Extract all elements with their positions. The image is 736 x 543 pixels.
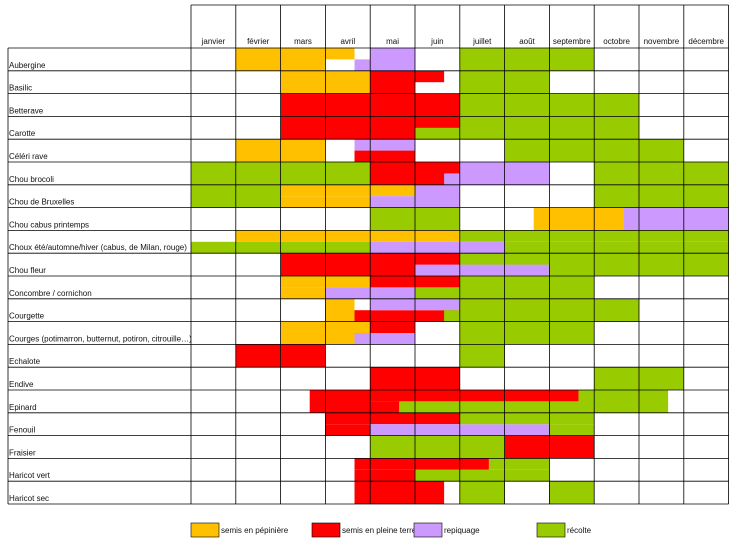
month-label: septembre xyxy=(553,37,591,46)
bar-semis-pleine-terre xyxy=(354,481,445,504)
legend-swatch-semis-pleine-terre xyxy=(311,522,341,538)
legend-swatch-semis-pepiniere xyxy=(190,522,220,538)
bar-repiquage xyxy=(354,333,415,345)
vegetable-label: Endive xyxy=(9,380,34,389)
bar-recolte xyxy=(370,435,505,459)
vegetable-label: Courgette xyxy=(9,312,45,321)
month-label: juillet xyxy=(472,37,492,46)
labels-layer: janvier février mars avril mai juin juillet aoû… xyxy=(9,37,725,503)
bar-recolte xyxy=(399,401,579,413)
bar-semis-pepiniere xyxy=(280,287,326,299)
vegetable-label: Haricot sec xyxy=(9,494,49,503)
bar-repiquage xyxy=(415,264,550,276)
month-label: décembre xyxy=(688,37,724,46)
bar-repiquage xyxy=(415,184,460,208)
bar-semis-pleine-terre xyxy=(354,469,415,482)
bar-semis-pleine-terre xyxy=(370,321,415,333)
bar-recolte xyxy=(415,287,460,299)
legend-label: récolte xyxy=(567,526,592,535)
bar-recolte xyxy=(594,184,729,208)
vegetable-label: Concombre / cornichon xyxy=(9,289,92,298)
legend-swatch-recolte xyxy=(536,522,566,538)
bar-semis-pleine-terre xyxy=(325,412,460,425)
bar-recolte xyxy=(459,48,595,71)
vegetable-label: Chou fleur xyxy=(9,266,46,275)
bar-semis-pleine-terre xyxy=(370,390,579,402)
bar-recolte xyxy=(578,390,669,413)
month-label: mars xyxy=(294,37,312,46)
vegetable-label: Fraisier xyxy=(9,448,36,457)
bar-repiquage xyxy=(370,48,415,71)
bar-semis-pepiniere xyxy=(533,207,624,231)
bar-semis-pleine-terre xyxy=(325,424,371,436)
month-label: avril xyxy=(340,37,355,46)
month-label: février xyxy=(247,37,270,46)
bar-repiquage xyxy=(623,207,729,231)
bar-semis-pleine-terre xyxy=(415,70,445,83)
vegetable-label: Céléri rave xyxy=(9,152,48,161)
bar-recolte xyxy=(415,469,550,482)
bar-recolte xyxy=(444,310,460,322)
month-label: mai xyxy=(386,37,399,46)
bar-semis-pepiniere xyxy=(235,230,460,242)
bar-recolte xyxy=(594,162,729,185)
vegetable-label: Basilic xyxy=(9,84,32,93)
bar-semis-pleine-terre xyxy=(370,70,415,94)
bar-semis-pleine-terre xyxy=(354,150,415,162)
vegetable-label: Chou brocoli xyxy=(9,175,54,184)
bar-recolte xyxy=(504,241,729,254)
bar-recolte xyxy=(415,127,460,140)
bar-recolte xyxy=(459,321,595,345)
bar-semis-pepiniere xyxy=(280,333,355,345)
bar-semis-pleine-terre xyxy=(370,401,400,413)
vegetable-label: Carotte xyxy=(9,129,36,138)
bar-repiquage xyxy=(354,59,371,71)
legend-swatch-repiquage xyxy=(413,522,443,538)
vegetable-label: Echalote xyxy=(9,357,41,366)
grid-layer xyxy=(7,4,729,505)
bar-recolte xyxy=(549,481,595,504)
vegetable-label: Chou de Bruxelles xyxy=(9,198,74,207)
bar-repiquage xyxy=(325,287,371,299)
vegetable-label: Betterave xyxy=(9,106,44,115)
month-label: novembre xyxy=(644,37,680,46)
bar-repiquage xyxy=(354,139,415,151)
bar-semis-pleine-terre xyxy=(354,310,460,322)
month-label: juin xyxy=(430,37,443,46)
bar-semis-pleine-terre xyxy=(415,276,460,288)
bar-recolte xyxy=(549,424,595,436)
bar-semis-pepiniere xyxy=(280,184,415,197)
month-label: janvier xyxy=(201,37,226,46)
bar-recolte xyxy=(459,481,505,504)
bar-semis-pleine-terre xyxy=(370,276,415,288)
bar-semis-pepiniere xyxy=(325,298,355,322)
vegetable-label: Fenouil xyxy=(9,426,35,435)
vegetable-label: Courges (potimarron, butternut, potiron,… xyxy=(9,334,192,343)
vegetable-label: Choux été/automne/hiver (cabus, de Milan… xyxy=(9,243,187,252)
bar-repiquage xyxy=(444,173,460,185)
legend-label: repiquage xyxy=(444,526,480,535)
bar-repiquage xyxy=(370,241,505,254)
bar-semis-pepiniere xyxy=(325,48,355,60)
vegetable-label: Epinard xyxy=(9,403,37,412)
legend-label: semis en pépinière xyxy=(221,526,289,535)
vegetable-label: Aubergine xyxy=(9,61,46,70)
month-label: octobre xyxy=(603,37,630,46)
vegetable-label: Haricot vert xyxy=(9,471,51,480)
bar-recolte xyxy=(459,412,595,425)
bar-semis-pleine-terre xyxy=(354,458,489,470)
bar-semis-pleine-terre xyxy=(309,390,371,413)
legend: semis en pépinière semis en pleine terre r… xyxy=(190,522,592,538)
bar-recolte xyxy=(459,344,505,368)
bar-recolte xyxy=(459,276,595,299)
month-label: août xyxy=(519,37,535,46)
bar-repiquage xyxy=(370,196,415,208)
bar-recolte xyxy=(488,458,550,470)
vegetable-label: Chou cabus printemps xyxy=(9,220,89,229)
legend-label: semis en pleine terre xyxy=(342,526,417,535)
bar-repiquage xyxy=(370,287,415,299)
